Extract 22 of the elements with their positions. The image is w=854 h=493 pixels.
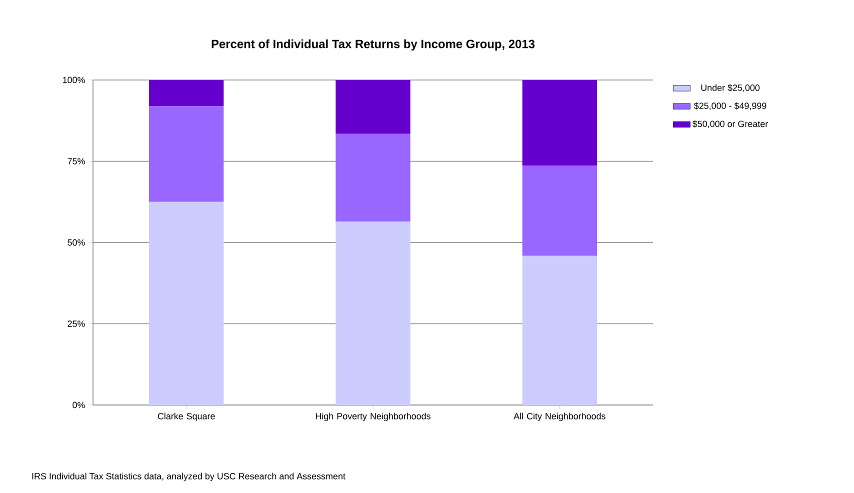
bar [522, 166, 598, 256]
bar [149, 80, 224, 106]
bar [336, 80, 410, 134]
text: IRS Individual Tax Statistics data, analyzed by USC Research and Assessment [32, 472, 346, 482]
bar [149, 202, 224, 405]
bar [336, 134, 410, 222]
bar [522, 80, 598, 166]
legend-label: $50,000 or Greater [692, 120, 768, 128]
y-tick-label: 50% [68, 239, 85, 246]
y-tick-label: 25% [68, 320, 85, 327]
y-tick-label: 75% [68, 158, 85, 164]
bar [149, 106, 224, 202]
bar [336, 222, 410, 405]
legend-label: $25,000 - $49,999 [694, 102, 766, 110]
legend-label: Under $25,000 [701, 84, 760, 92]
x-tick-label: Clarke Square [158, 412, 215, 422]
y-tick-label: 100% [62, 76, 85, 84]
x-tick-label: High Poverty Neighborhoods [316, 412, 430, 422]
x-tick-label: All City Neighborhoods [514, 412, 606, 422]
chart-title: Percent of Individual Tax Returns by Income Group, 2013 [212, 39, 535, 51]
y-tick-label: 0% [72, 402, 85, 408]
bar [522, 256, 598, 405]
